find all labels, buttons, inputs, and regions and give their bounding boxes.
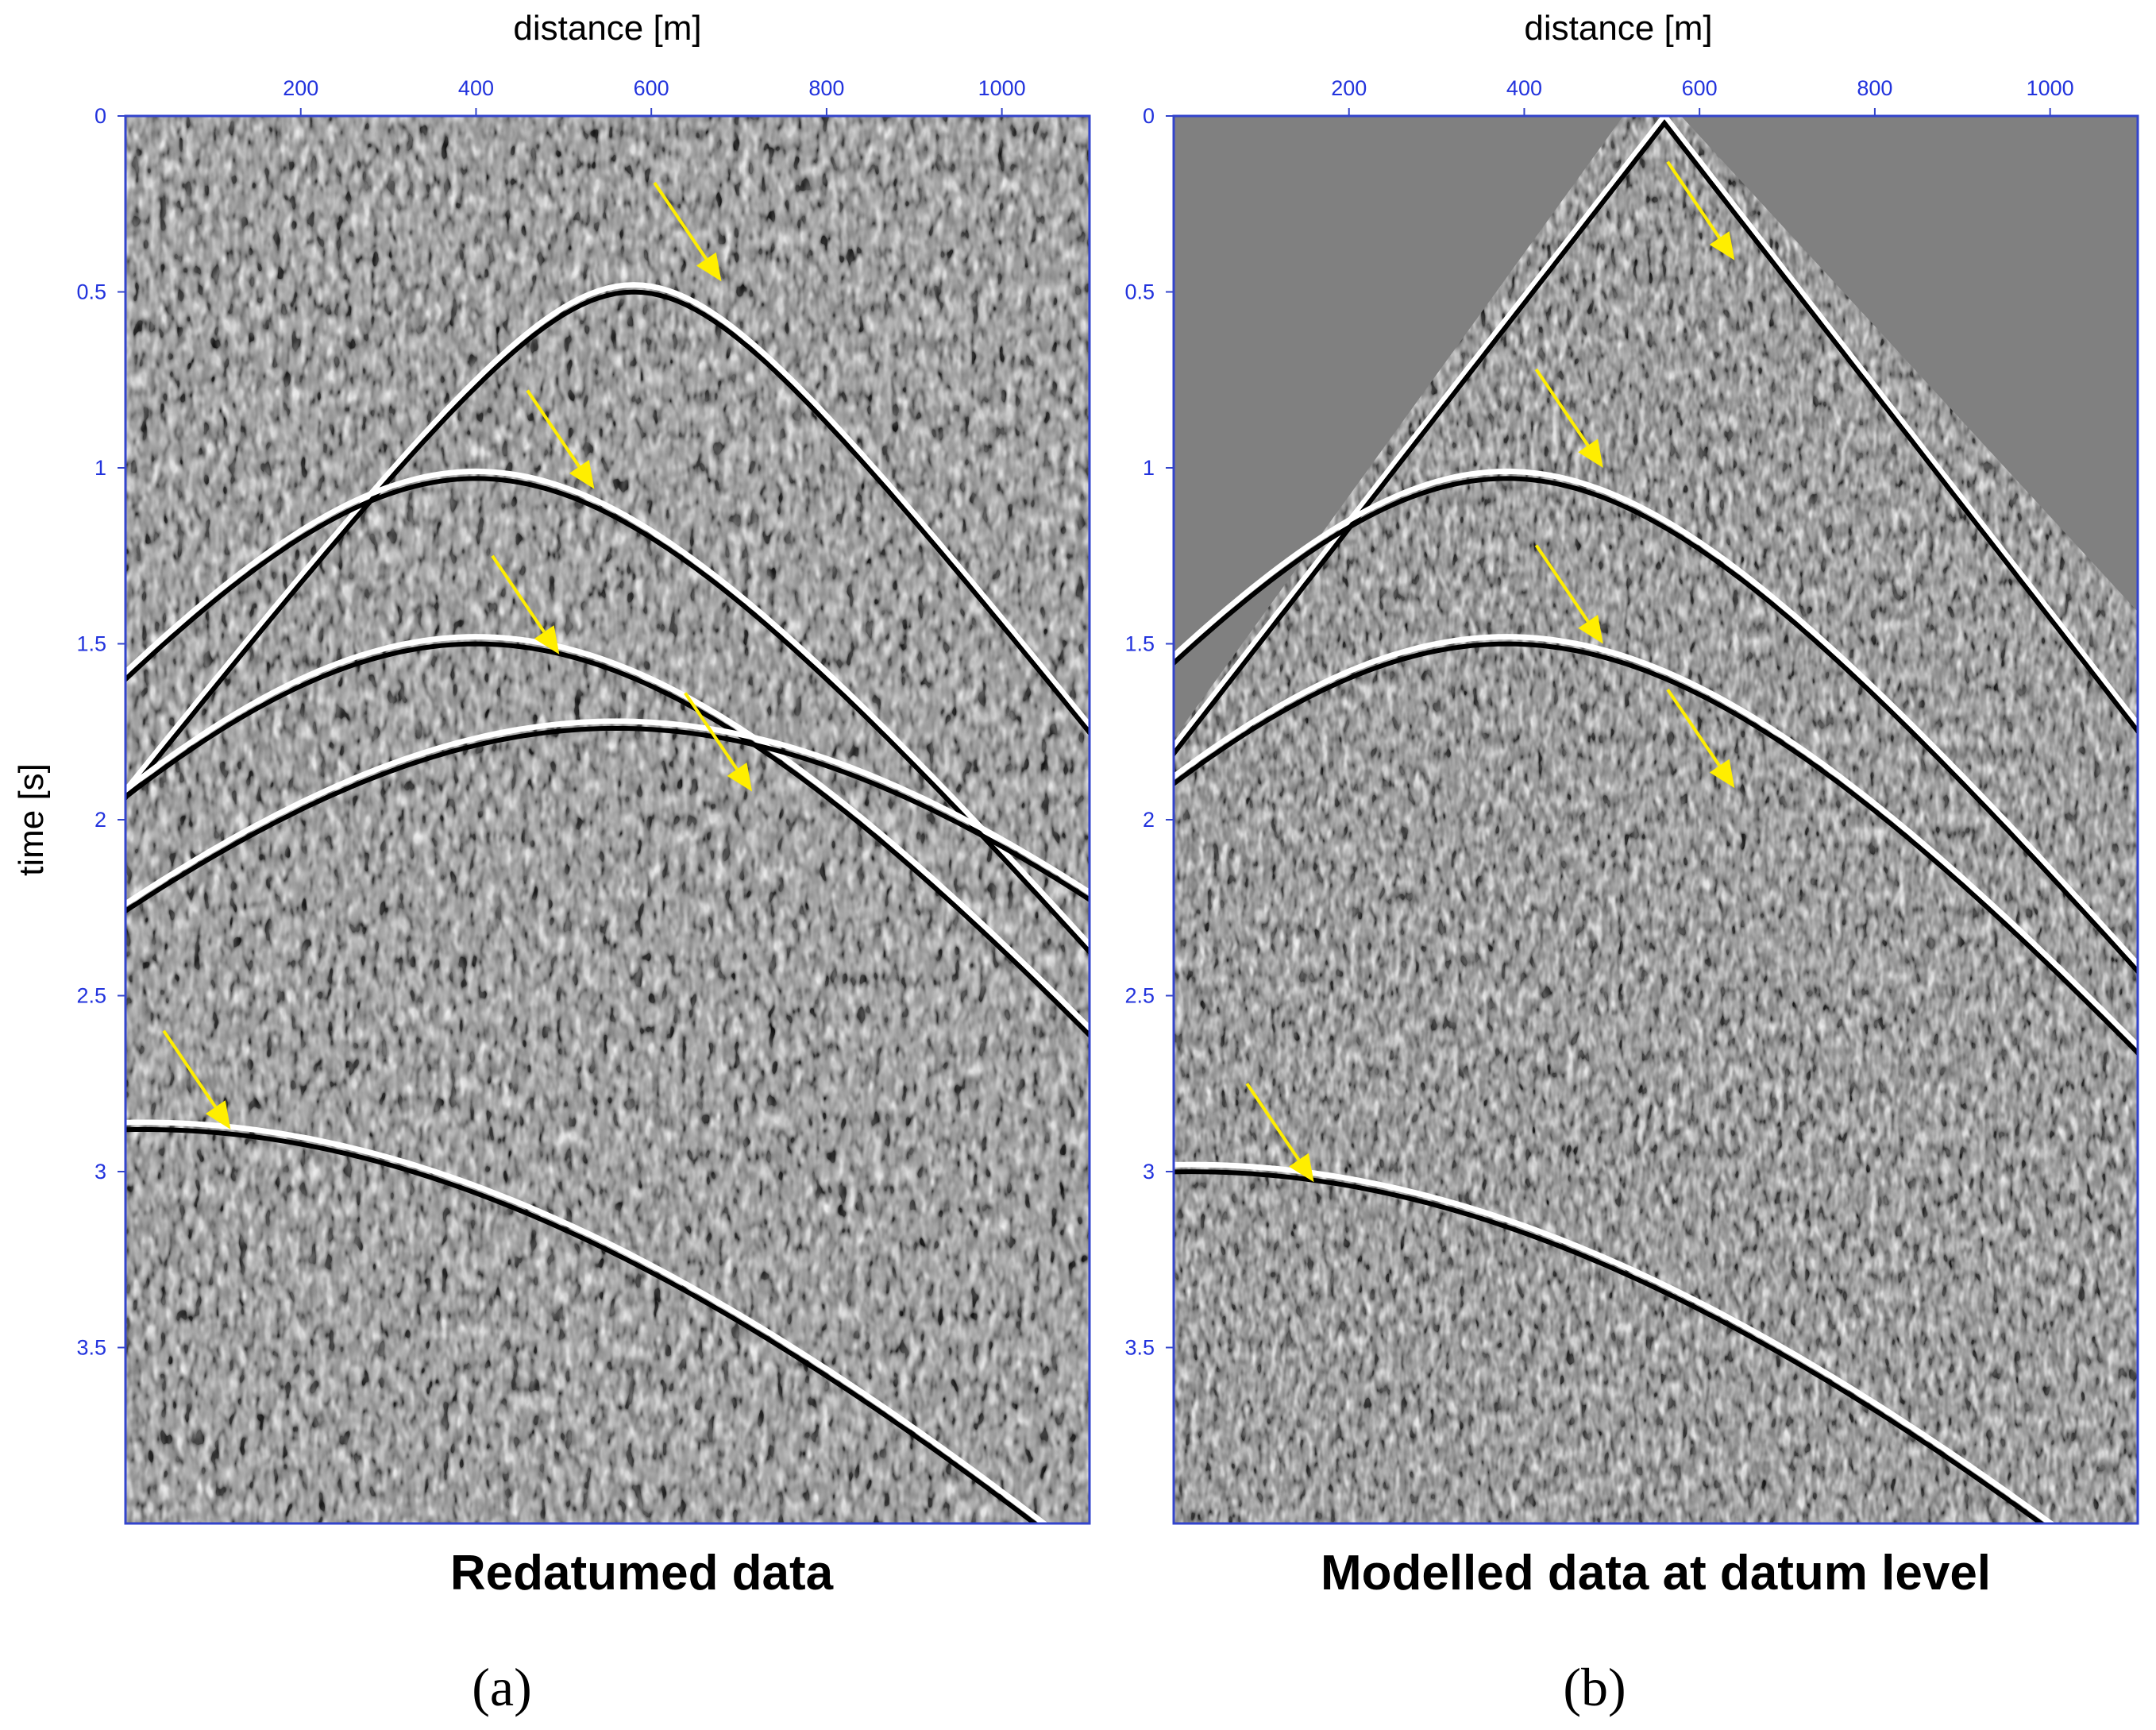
pointer-arrow: [1534, 368, 1603, 468]
plot-frame-a: [124, 114, 1091, 1525]
reflection-event: [125, 282, 1090, 795]
x-tick-label: 400: [1506, 76, 1542, 100]
y-tick-label: 1: [94, 456, 106, 480]
x-axis-title-a: distance [m]: [513, 9, 701, 48]
events-a: [125, 282, 1090, 1523]
x-tick-label: 800: [1857, 76, 1892, 100]
panel-b: distance [m] 200 400 600 800 1000 0 0.5 1 1.5 2 2…: [1124, 9, 2139, 1717]
y-tick-label: 1.5: [1124, 632, 1155, 656]
y-tick-label: 3: [94, 1160, 106, 1184]
panel-label-b: (b): [1563, 1657, 1626, 1717]
reflection-event-shadow: [1174, 119, 2138, 758]
y-tick-label: 2: [94, 808, 106, 832]
x-tick-label: 600: [1682, 76, 1718, 100]
y-tick-label: 3.5: [1124, 1336, 1155, 1360]
seismic-texture-a: [125, 116, 1090, 1523]
reflection-event: [1174, 1161, 2056, 1523]
reflection-event-shadow: [125, 476, 1090, 956]
reflection-event-shadow: [1174, 1169, 2046, 1523]
events-b: [1174, 116, 2138, 1523]
y-tick-label: 2.5: [1124, 984, 1155, 1008]
pointer-arrow: [526, 389, 595, 489]
panel-a: distance [m] time [s] 200 400 600 800 1000 0…: [12, 9, 1091, 1717]
reflection-event-shadow: [1174, 476, 2138, 975]
y-tick-label: 2.5: [76, 984, 106, 1008]
pointer-arrow: [1666, 160, 1735, 261]
pointer-arrow: [1245, 1083, 1314, 1183]
y-tick-label: 0: [94, 104, 106, 128]
reflection-event-shadow: [1174, 641, 2138, 1056]
plot-frame-b: [1172, 114, 2139, 1525]
pointer-arrow: [653, 182, 722, 282]
reflection-event: [1174, 116, 2138, 751]
y-tick-label: 2: [1143, 808, 1155, 832]
chart-title-a: Redatumed data: [450, 1546, 834, 1601]
x-tick-label: 200: [1331, 76, 1367, 100]
y-tick-label: 3.5: [76, 1336, 106, 1360]
plot-area-a: [125, 116, 1090, 1523]
reflection-event: [1174, 468, 2138, 969]
x-tick-label: 200: [283, 76, 318, 100]
reflection-event: [125, 634, 1090, 1033]
x-tick-label: 1000: [978, 76, 1026, 100]
y-ticks-a: 0 0.5 1 1.5 2 2.5 3 3.5: [76, 104, 125, 1360]
x-tick-label: 1000: [2027, 76, 2074, 100]
reflection-event: [125, 1119, 1049, 1523]
y-tick-label: 1: [1143, 456, 1155, 480]
y-tick-label: 1.5: [76, 632, 106, 656]
panel-label-a: (a): [472, 1657, 531, 1717]
chart-title-b: Modelled data at datum level: [1321, 1546, 1991, 1601]
reflection-event: [125, 468, 1090, 949]
reflection-event: [1174, 634, 2138, 1050]
pointer-arrow: [1666, 688, 1735, 789]
arrows-b: [1245, 160, 1735, 1183]
pointer-arrow: [684, 692, 753, 792]
y-tick-label: 0.5: [76, 280, 106, 304]
x-tick-label: 600: [634, 76, 669, 100]
reflection-event-shadow: [125, 641, 1090, 1039]
x-tick-label: 800: [808, 76, 844, 100]
x-ticks-a: 200 400 600 800 1000: [283, 76, 1026, 116]
pointer-arrow: [1534, 544, 1603, 644]
pointer-arrow: [491, 554, 560, 655]
y-tick-label: 0.5: [1124, 280, 1155, 304]
y-tick-label: 3: [1143, 1160, 1155, 1184]
y-tick-label: 0: [1143, 104, 1155, 128]
pointer-arrow: [162, 1029, 231, 1130]
y-ticks-b: 0 0.5 1 1.5 2 2.5 3 3.5: [1124, 104, 1174, 1360]
x-axis-title-b: distance [m]: [1524, 9, 1712, 48]
reflection-event-shadow: [125, 726, 1090, 914]
arrows-a: [162, 182, 753, 1130]
reflection-event-shadow: [125, 289, 1090, 802]
x-tick-label: 400: [458, 76, 494, 100]
reflection-event-shadow: [125, 1127, 1039, 1523]
plot-area-b: [1174, 116, 2138, 1523]
x-ticks-b: 200 400 600 800 1000: [1331, 76, 2074, 116]
y-axis-title-a: time [s]: [12, 763, 51, 876]
reflection-event: [125, 718, 1090, 908]
